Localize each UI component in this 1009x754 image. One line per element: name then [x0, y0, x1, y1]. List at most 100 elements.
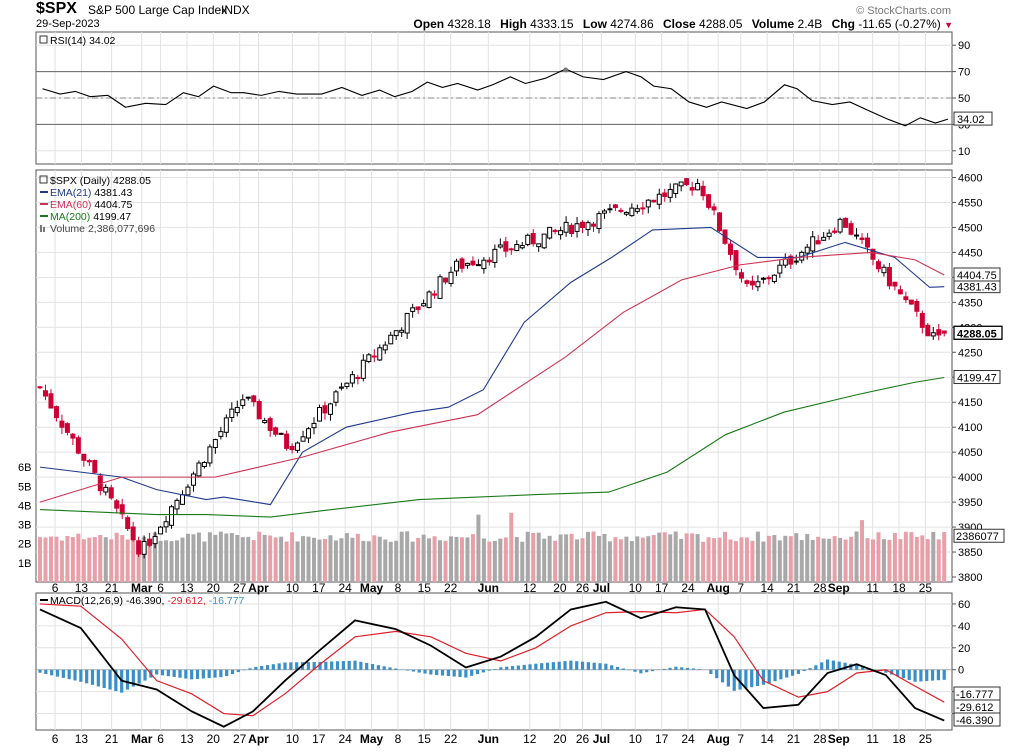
macd-histogram-bar [312, 661, 316, 670]
candle-body [843, 217, 849, 228]
date-tick-label: 27 [233, 581, 247, 595]
macd-histogram-bar [802, 669, 806, 672]
date-tick-label: 17 [312, 581, 326, 595]
macd-histogram-bar [201, 669, 205, 679]
date-tick-label: 15 [418, 732, 432, 746]
candle-body [377, 347, 383, 361]
macd-histogram-bar [755, 669, 760, 686]
macd-histogram-bar [580, 661, 585, 670]
ma-last-value: 4381.43 [957, 282, 997, 294]
volume-bar [142, 536, 147, 582]
macd-histogram-bar [236, 669, 240, 673]
volume-bar [449, 536, 454, 582]
macd-tick-label: 40 [958, 621, 970, 633]
volume-bar [679, 538, 684, 582]
candle-body [125, 517, 131, 530]
candle-body [300, 436, 306, 442]
volume-bar [279, 536, 284, 582]
candle-body [481, 259, 487, 270]
date-tick-label: 20 [207, 581, 221, 595]
date-tick-label: 21 [105, 581, 119, 595]
candle-body [349, 374, 355, 384]
candle-body [580, 221, 586, 229]
date-tick-label: 8 [395, 581, 402, 595]
macd-histogram-bar [884, 669, 888, 673]
macd-histogram-bar [586, 662, 590, 670]
macd-histogram-bar [143, 669, 147, 681]
macd-histogram-bar [155, 669, 159, 675]
macd-legend-macd: -46.390, [126, 595, 167, 607]
candle-body [837, 218, 843, 233]
date-tick-label: 13 [75, 732, 89, 746]
macd-histogram-bar [860, 666, 865, 670]
candle-body [421, 303, 427, 307]
volume-bar [224, 533, 229, 582]
date-tick-label: Sep [828, 581, 850, 595]
volume-bar [438, 540, 443, 582]
candle-body [601, 210, 607, 214]
volume-bar [427, 538, 432, 582]
candle-body [464, 262, 470, 266]
volume-bar [772, 535, 777, 582]
candle-body [728, 243, 734, 255]
candle-body [382, 344, 388, 351]
candle-body [355, 377, 361, 380]
date-tick-label: 13 [75, 581, 89, 595]
volume-bar [635, 536, 640, 582]
volume-tick-label: 2B [18, 539, 31, 551]
volume-bar [914, 536, 919, 582]
volume-bar [421, 534, 426, 582]
volume-label: Volume [751, 17, 795, 31]
rsi-last-box [953, 111, 993, 126]
date-tick-label: 18 [892, 732, 906, 746]
volume-tick-label: 6B [18, 462, 31, 474]
date-tick-label: 6 [52, 581, 59, 595]
candle-body [64, 423, 70, 433]
volume-bar [43, 537, 48, 582]
macd-histogram-bar [96, 669, 100, 687]
volume-bar [158, 540, 163, 582]
candle-body [667, 188, 673, 198]
ma-last-box [953, 267, 1001, 282]
volume-bar [503, 537, 508, 582]
macd-histogram-bar [534, 663, 538, 670]
macd-histogram-bar [102, 669, 106, 688]
candle-body [536, 243, 542, 248]
macd-histogram-bar [335, 661, 340, 670]
date-tick-label: Sep [828, 732, 850, 746]
candle-body [267, 418, 273, 431]
volume-bar [322, 538, 327, 582]
volume-bar [372, 535, 377, 582]
macd-histogram-bar [895, 669, 900, 677]
macd-tick-label: 0 [958, 665, 964, 677]
volume-bar [618, 539, 623, 582]
macd-histogram-bar [925, 669, 929, 681]
volume-bar [180, 537, 185, 582]
candle-body [662, 192, 668, 198]
candle-body [547, 226, 553, 239]
macd-histogram-bar [522, 664, 526, 670]
candle-body [163, 521, 169, 528]
volume-bar [470, 534, 475, 582]
date-tick-label: 20 [553, 732, 567, 746]
volume-bar [350, 537, 355, 582]
volume-bar [876, 532, 881, 582]
macd-histogram-bar [44, 669, 48, 675]
volume-tick-label: 4B [18, 500, 31, 512]
date-tick-label: 12 [523, 581, 537, 595]
rsi-tick-label: 90 [958, 40, 970, 52]
macd-tick-label: 60 [958, 599, 970, 611]
volume-bar [514, 537, 519, 582]
macd-histogram-bar [195, 669, 200, 679]
macd-histogram-bar [137, 669, 141, 684]
candle-body [897, 289, 903, 295]
macd-histogram-bar [545, 662, 550, 670]
volume-bar [498, 538, 503, 582]
candle-body [108, 487, 114, 499]
macd-histogram-bar [55, 669, 60, 677]
candle-body [706, 194, 712, 208]
candle-body [788, 255, 794, 265]
volume-bar [207, 532, 212, 582]
volume-bar [860, 520, 865, 582]
